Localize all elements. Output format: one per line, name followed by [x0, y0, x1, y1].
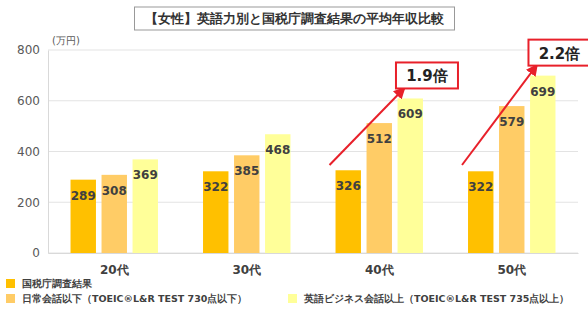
legend-item: 国税庁調査結果 — [6, 278, 93, 289]
y-axis-title: (万円) — [52, 35, 80, 46]
y-tick: 0 — [32, 246, 48, 260]
legend-label: 国税庁調査結果 — [22, 278, 93, 289]
legend-swatch — [6, 294, 15, 303]
data-label: 699 — [530, 85, 555, 99]
x-tick-label: 40代 — [365, 263, 394, 277]
grid-line — [48, 50, 578, 51]
data-label: 322 — [468, 180, 493, 194]
data-label: 512 — [367, 132, 392, 146]
grid-line — [48, 100, 578, 101]
data-label: 322 — [203, 180, 228, 194]
data-label: 308 — [102, 184, 127, 198]
y-tick: 600 — [17, 94, 48, 108]
x-tick: 30代 — [232, 253, 261, 277]
x-tick: 50代 — [497, 253, 526, 277]
bar — [71, 180, 96, 253]
y-tick: 200 — [17, 196, 48, 210]
title-box: 【女性】英語力別と国税庁調査結果の平均年収比較 — [135, 7, 455, 30]
title: 【女性】英語力別と国税庁調査結果の平均年収比較 — [145, 11, 445, 26]
data-label: 369 — [133, 168, 158, 182]
y-axis-line — [48, 51, 49, 254]
y-tick-label: 400 — [17, 145, 40, 159]
data-label: 579 — [499, 115, 524, 129]
x-tick-label: 20代 — [100, 263, 129, 277]
legend: 国税庁調査結果日常会話以下（TOEIC®L&R TEST 730点以下） 英語ビジ… — [6, 278, 569, 304]
y-tick: 400 — [17, 145, 48, 159]
y-tick-label: 800 — [17, 43, 40, 57]
y-tick-label: 200 — [17, 196, 40, 210]
chart: 【女性】英語力別と国税庁調査結果の平均年収比較 0 200 400 600 800 (万円)… — [0, 0, 588, 317]
bar — [102, 175, 127, 253]
data-label: 609 — [398, 107, 423, 121]
x-tick: 40代 — [365, 253, 394, 277]
bars — [71, 76, 556, 253]
data-label: 385 — [234, 164, 259, 178]
annotation-arrow — [462, 66, 536, 165]
x-tick-label: 50代 — [497, 263, 526, 277]
title-frame — [135, 7, 455, 30]
data-label: 326 — [336, 179, 361, 193]
grid-line — [48, 253, 578, 254]
bar — [499, 106, 524, 253]
bar — [336, 170, 361, 253]
bar — [203, 171, 228, 253]
bar — [265, 134, 290, 253]
grid — [48, 50, 578, 253]
annotations: 1.9倍 2.2倍 — [330, 40, 588, 165]
x-axis: 20代 30代 40代 50代 — [49, 253, 579, 277]
grid-line — [48, 202, 578, 203]
data-label: 289 — [71, 189, 96, 203]
legend-label: 英語ビジネス会話以上（TOEIC®L&R TEST 735点以上） — [303, 293, 569, 304]
annotation-box — [396, 62, 458, 88]
legend-item: 日常会話以下（TOEIC®L&R TEST 730点以下） — [6, 293, 247, 304]
y-tick-label: 0 — [32, 246, 40, 260]
legend-label: 日常会話以下（TOEIC®L&R TEST 730点以下） — [22, 293, 247, 304]
y-axis: 0 200 400 600 800 — [17, 43, 48, 260]
bar — [468, 171, 493, 253]
x-tick-label: 30代 — [232, 263, 261, 277]
x-tick: 20代 — [100, 253, 129, 277]
data-labels: 289 322 326 322 308 385 512 579 369 468 609 699 — [71, 85, 556, 203]
annotation-arrow — [330, 88, 404, 165]
legend-item: 英語ビジネス会話以上（TOEIC®L&R TEST 735点以上） — [288, 293, 569, 304]
bar — [234, 155, 259, 253]
x-axis-line — [49, 253, 579, 254]
legend-swatch — [6, 279, 15, 288]
y-tick-label: 600 — [17, 94, 40, 108]
annotation-text: 2.2倍 — [539, 45, 581, 63]
bar — [367, 123, 392, 253]
data-label: 468 — [265, 143, 290, 157]
legend-swatch — [288, 294, 297, 303]
annotation-text: 1.9倍 — [406, 67, 448, 85]
bar — [530, 76, 555, 253]
grid-line — [48, 151, 578, 152]
annotation-box — [528, 40, 588, 66]
y-tick: 800 — [17, 43, 48, 57]
bar — [133, 159, 158, 253]
bar — [398, 98, 423, 253]
